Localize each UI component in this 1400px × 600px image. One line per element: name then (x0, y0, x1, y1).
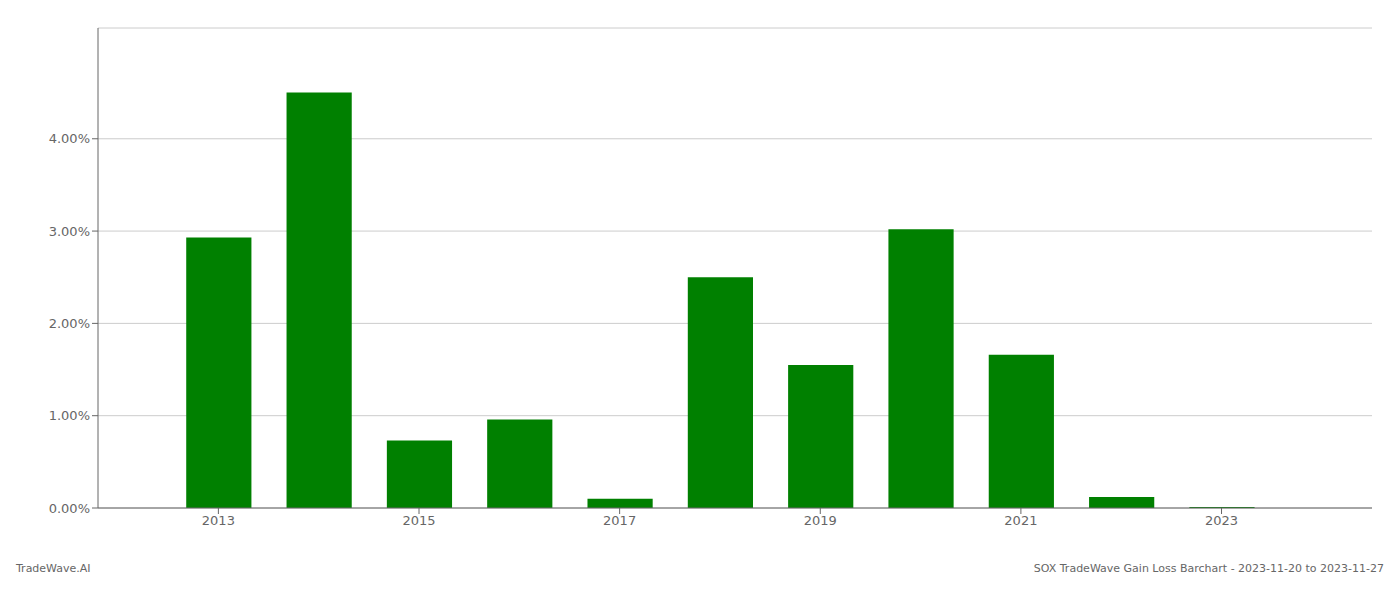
svg-text:2015: 2015 (402, 513, 435, 528)
svg-text:0.00%: 0.00% (49, 501, 90, 516)
svg-text:3.00%: 3.00% (49, 224, 90, 239)
svg-text:2021: 2021 (1004, 513, 1037, 528)
svg-text:2019: 2019 (804, 513, 837, 528)
svg-text:2017: 2017 (603, 513, 636, 528)
html-text:SOX TradeWave Gain Loss Barcha: SOX TradeWave Gain Loss Barchart - 2023-… (1033, 562, 1384, 575)
svg-text:2023: 2023 (1205, 513, 1238, 528)
svg-text:4.00%: 4.00% (49, 131, 90, 146)
svg-text:2013: 2013 (202, 513, 235, 528)
svg-text:2.00%: 2.00% (49, 316, 90, 331)
html-text:TradeWave.AI: TradeWave.AI (16, 562, 91, 575)
svg-text:1.00%: 1.00% (49, 408, 90, 423)
